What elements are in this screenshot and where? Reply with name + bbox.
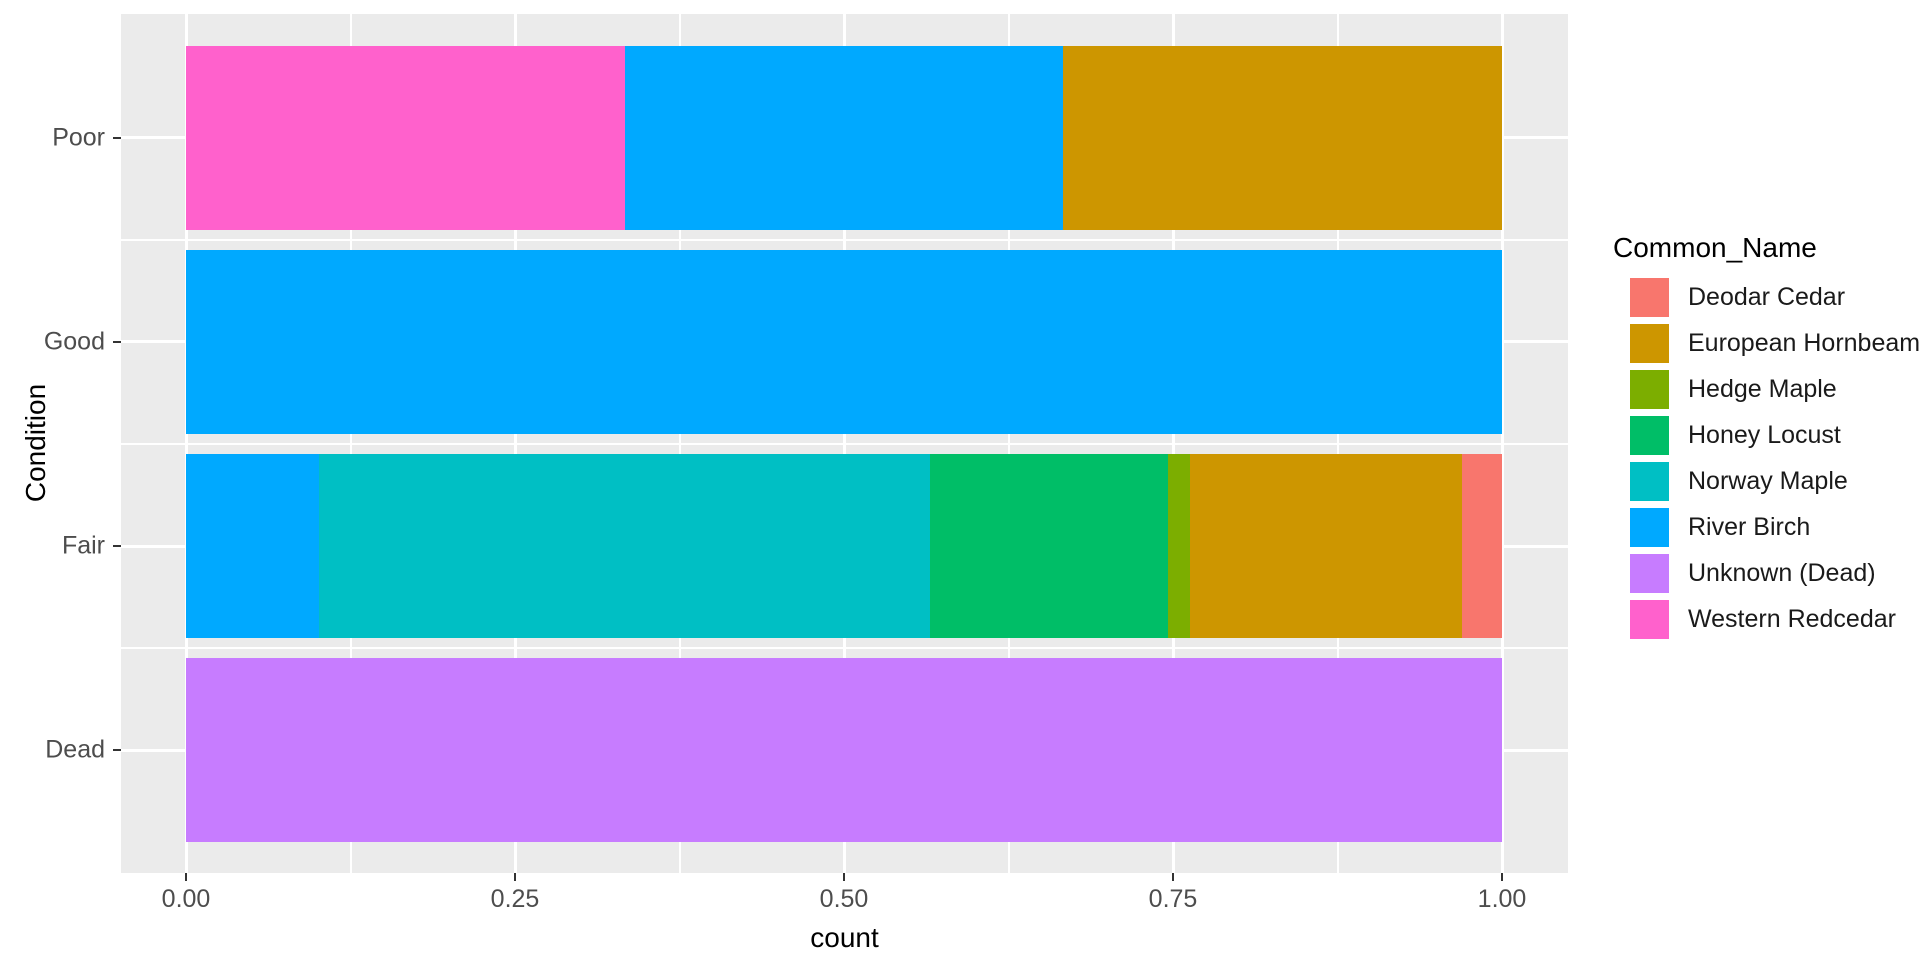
bar-segment-river-birch [186,454,319,638]
legend-label: River Birch [1688,513,1811,541]
y-tick-label-dead: Dead [45,735,105,764]
bar-segment-hedge-maple [1167,454,1191,638]
legend-entry: Hedge Maple [1630,370,1920,409]
legend-swatch [1630,554,1669,593]
y-tick-label-poor: Poor [52,123,105,151]
x-tick-label: 1.00 [1477,885,1527,913]
y-axis-title: Condition [20,383,51,503]
legend-swatch [1630,416,1669,455]
x-tick-mark [843,873,845,881]
x-tick-label: 0.75 [1148,885,1198,913]
y-tick-label-fair: Fair [61,531,105,560]
gridline-minor-y [121,442,1568,445]
legend-entry: Western Redcedar [1630,600,1920,639]
y-tick-mark [113,749,121,752]
legend-label: Western Redcedar [1688,605,1896,633]
legend-label: Norway Maple [1688,467,1848,495]
plot-panel [121,14,1568,873]
legend-swatch [1630,600,1669,639]
legend-label: Unknown (Dead) [1688,559,1876,587]
legend-label: Honey Locust [1688,421,1841,449]
legend-swatch [1630,462,1669,501]
x-tick-mark [514,873,516,881]
bar-segment-norway-maple [318,454,930,638]
x-tick-label: 0.50 [819,885,869,913]
legend-label: Deodar Cedar [1688,283,1846,311]
legend-entry: Unknown (Dead) [1630,554,1920,593]
legend-label: Hedge Maple [1688,375,1837,403]
legend-swatch [1630,508,1669,547]
y-tick-mark [113,136,121,139]
bar-row-fair [186,454,1502,638]
legend-entries: Deodar Cedar European Hornbeam Hedge Maple… [1613,278,1920,639]
legend-swatch [1630,278,1669,317]
bar-row-good [186,249,1502,434]
legend-swatch [1630,370,1669,409]
bar-segment-western-redcedar [186,45,625,230]
x-tick-mark [185,873,187,881]
gridline-minor-y [121,238,1568,241]
legend-entry: Honey Locust [1630,416,1920,455]
x-tick-mark [1501,873,1503,881]
bar-segment-unknown-dead [186,658,1502,843]
legend-title: Common_Name [1613,232,1817,263]
bar-segment-deodar-cedar [1462,454,1502,638]
legend-swatch [1630,324,1669,363]
y-tick-mark [113,340,121,343]
bar-segment-european-hornbeam [1063,45,1502,230]
bar-segment-european-hornbeam [1190,454,1463,638]
legend-entry: River Birch [1630,508,1920,547]
bar-row-poor [186,45,1502,230]
bar-segment-river-birch [624,45,1064,230]
x-tick-mark [1172,873,1174,881]
legend-label: European Hornbeam [1688,329,1920,357]
legend-entry: European Hornbeam [1630,324,1920,363]
x-axis-title: count [810,922,879,953]
x-tick-label: 0.25 [490,885,540,913]
bar-segment-honey-locust [929,454,1168,638]
y-tick-label-good: Good [43,327,105,356]
legend: Common_Name Deodar Cedar European Hornbea… [1613,234,1920,646]
bar-segment-river-birch [186,249,1502,434]
legend-entry: Norway Maple [1630,462,1920,501]
legend-entry: Deodar Cedar [1630,278,1920,317]
gridline-minor-y [121,647,1568,650]
y-tick-mark [113,545,121,547]
x-tick-label: 0.00 [161,885,211,913]
bar-row-dead [186,658,1502,843]
